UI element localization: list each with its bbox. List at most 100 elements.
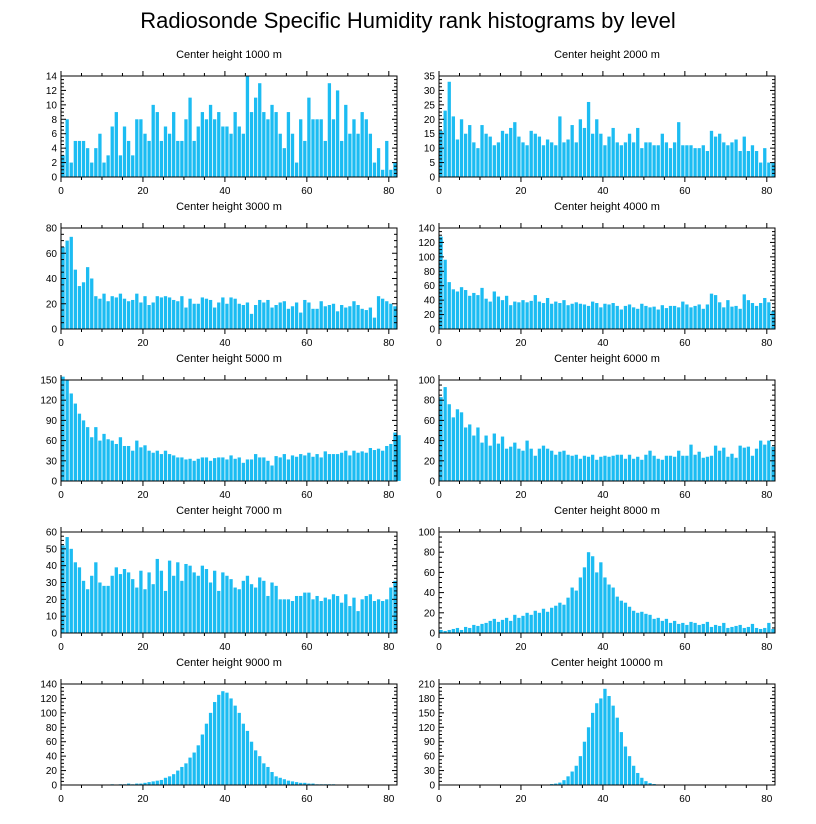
bar [648,307,652,329]
bar [192,460,196,481]
plot-frame [438,531,776,634]
bar [677,623,681,633]
bar [660,459,664,481]
x-tick-label: 40 [219,338,231,349]
y-tick-label: 180 [418,694,435,705]
bar [90,437,94,481]
bar [640,459,644,481]
bar [521,450,525,481]
y-tick-label: 140 [418,224,435,235]
bar [615,305,619,329]
bar [566,139,570,177]
bar [447,81,451,177]
bar [77,567,82,633]
bar [266,299,270,329]
bar [106,585,110,633]
y-tick-label: 120 [418,723,435,734]
panel-6: Center height 6000 m 0 20 40 60 80 100 0 20 40 60 8… [418,353,776,501]
bar [500,300,505,329]
bar [352,450,356,481]
bar [509,620,513,633]
bar [578,756,583,785]
bar [591,454,595,481]
bar [722,307,726,329]
bar [644,305,648,329]
bar [331,303,336,329]
bar [513,122,517,177]
bar [750,145,755,177]
bar [376,296,381,329]
bar [110,575,114,633]
x-tick-label: 0 [58,186,64,197]
bar [513,614,517,633]
y-tick-label: 35 [424,72,436,83]
bar [126,140,131,177]
bar [352,301,356,329]
bar [517,136,521,177]
bar [701,457,705,481]
bar [709,293,714,329]
bar [562,604,566,633]
bar [603,303,607,329]
bar [607,584,611,633]
bar [122,126,127,177]
bar [767,440,771,481]
bar [750,455,755,481]
bar [286,112,291,177]
bar [311,783,315,785]
x-tick-label: 20 [137,186,149,197]
bar [381,601,385,633]
bar [533,295,537,329]
bar [249,112,254,177]
bar [94,296,98,329]
bar [221,126,225,177]
bar [299,454,303,481]
bar [110,126,114,177]
bar [155,112,159,177]
bar [204,457,209,481]
bar [331,454,336,481]
bar [307,452,311,481]
bar [558,451,562,481]
x-tick-label: 60 [679,186,691,197]
bar [701,308,705,329]
bar [742,136,746,177]
bar [311,308,315,329]
x-tick-label: 40 [597,338,609,349]
bar [607,456,611,481]
bar [693,148,697,177]
bar [660,133,664,177]
bar [754,305,759,329]
bar [217,112,221,177]
bar [282,301,286,329]
bar [517,617,521,633]
bar [286,780,291,785]
bar [533,455,537,481]
bar [311,599,315,633]
bar [636,612,640,633]
bar [554,145,558,177]
bar [237,589,241,633]
bar [578,303,583,329]
bar [595,572,599,633]
bar [550,142,554,177]
bar [344,594,348,633]
bar [562,300,566,329]
bar [681,301,685,329]
bar [151,584,155,633]
bar [631,142,636,177]
bar [648,783,652,785]
bar [131,579,135,633]
x-tick-label: 0 [58,490,64,501]
y-tick-label: 40 [424,436,436,447]
bar [253,587,258,633]
bar [644,142,648,177]
bar [763,148,767,177]
bar [172,455,176,481]
bar [122,569,127,633]
bar [631,765,636,785]
bar [327,83,332,177]
bar [303,299,307,329]
bar [348,606,352,633]
bar [245,730,250,785]
